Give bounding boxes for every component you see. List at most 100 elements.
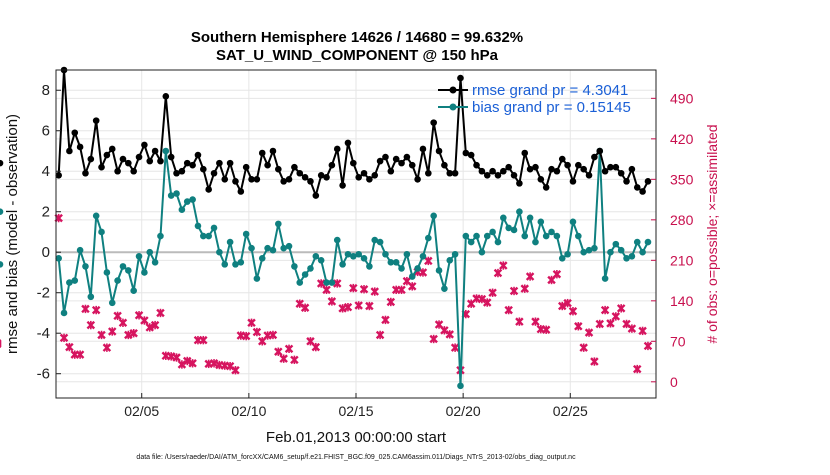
y-right-tick-label: 350 — [670, 171, 694, 187]
rmse-point — [333, 145, 341, 153]
bias-point — [226, 238, 234, 246]
bias-point — [92, 212, 100, 220]
bias-point — [355, 250, 362, 258]
rmse-point — [639, 188, 646, 195]
bias-point — [167, 192, 175, 199]
obs-assimilated-marker — [247, 318, 256, 328]
obs-assimilated-marker — [241, 331, 251, 341]
rmse-point — [76, 143, 84, 151]
y-left-tick-label: 8 — [42, 82, 50, 99]
y-right-tick-label: 280 — [670, 212, 694, 228]
bias-point — [580, 248, 587, 256]
obs-assimilated-marker — [488, 288, 497, 297]
obs-assimilated-marker — [177, 360, 187, 369]
bias-point — [483, 232, 491, 240]
y-left-tick-label: -4 — [37, 325, 50, 342]
obs-assimilated-marker — [606, 319, 615, 328]
obs-assimilated-marker — [91, 305, 101, 315]
bias-point — [371, 236, 379, 244]
y-left-tick-label: -2 — [37, 285, 50, 302]
rmse-point — [398, 159, 405, 167]
obs-assimilated-marker — [483, 298, 492, 307]
rmse-point — [119, 155, 127, 163]
rmse-point — [66, 147, 73, 155]
rmse-point — [237, 188, 245, 195]
obs-assimilated-marker — [322, 285, 331, 295]
rmse-point — [558, 155, 566, 163]
rmse-point — [264, 161, 271, 169]
y-right-tick-label: 420 — [670, 131, 694, 147]
bias-point — [258, 254, 266, 262]
bias-point — [253, 275, 261, 282]
rmse-point — [382, 153, 389, 161]
bias-point — [425, 234, 432, 242]
rmse-point — [548, 165, 555, 173]
bias-point — [510, 226, 518, 234]
rmse-point — [371, 171, 379, 179]
rmse-point — [317, 171, 325, 179]
obs-assimilated-marker — [477, 294, 487, 304]
bias-point — [575, 232, 582, 240]
rmse-point — [125, 159, 132, 167]
bias-point — [108, 299, 116, 307]
y-axis-right-label: # of obs: o=possible; ×=assimilated — [704, 124, 720, 343]
obs-assimilated-marker — [365, 301, 374, 311]
bias-point — [296, 279, 304, 286]
obs-assimilated-marker — [600, 305, 610, 315]
bias-point — [366, 263, 373, 270]
rmse-point — [430, 119, 437, 126]
obs-assimilated-marker — [140, 316, 149, 325]
bias-point — [264, 244, 271, 252]
obs-assimilated-marker — [349, 283, 358, 293]
rmse-point — [291, 163, 298, 171]
bias-point — [451, 250, 459, 258]
obs-assimilated-marker — [188, 359, 197, 368]
bias-point — [55, 254, 62, 262]
rmse-point — [537, 176, 545, 183]
bias-point — [157, 232, 164, 240]
obs-assimilated-marker — [124, 330, 133, 340]
obs-assimilated-marker — [172, 353, 181, 362]
rmse-point — [526, 165, 534, 173]
rmse-point — [403, 153, 411, 161]
obs-assimilated-marker — [541, 325, 551, 334]
rmse-point — [114, 167, 121, 175]
bias-point — [323, 279, 330, 286]
bias-point — [275, 220, 282, 228]
bias-point — [333, 236, 341, 244]
bias-point — [591, 244, 598, 252]
rmse-point — [87, 155, 95, 163]
obs-assimilated-marker — [75, 350, 85, 359]
obs-assimilated-marker — [633, 364, 642, 374]
bias-point — [494, 238, 502, 246]
rmse-point — [355, 174, 362, 181]
bias-point — [269, 246, 277, 254]
bias-point — [516, 208, 523, 216]
bias-point — [387, 259, 395, 266]
obs-assimilated-marker — [209, 359, 219, 368]
rmse-point — [457, 74, 464, 82]
obs-assimilated-marker — [418, 268, 428, 277]
bias-point — [216, 248, 223, 256]
obs-assimilated-marker — [359, 284, 369, 294]
obs-assimilated-marker — [424, 256, 433, 266]
rmse-point — [189, 161, 196, 169]
rmse-point — [242, 163, 250, 171]
bias-point — [628, 252, 636, 260]
obs-assimilated-marker — [584, 328, 594, 337]
bias-point — [617, 246, 625, 254]
rmse-point — [628, 165, 636, 173]
obs-assimilated-marker — [595, 319, 604, 329]
rmse-point — [312, 192, 320, 199]
bias-point — [237, 259, 245, 266]
rmse-point — [441, 161, 448, 169]
rmse-point — [575, 161, 582, 169]
bias-point — [376, 238, 384, 246]
bias-point — [173, 190, 180, 197]
y-left-tick-label: 0 — [42, 244, 50, 261]
rmse-point — [505, 163, 512, 171]
legend: rmse grand pr = 4.3041 bias grand pr = 0… — [438, 82, 631, 116]
bias-point — [500, 214, 507, 222]
obs-assimilated-marker — [611, 312, 621, 321]
bias-point — [317, 257, 325, 264]
